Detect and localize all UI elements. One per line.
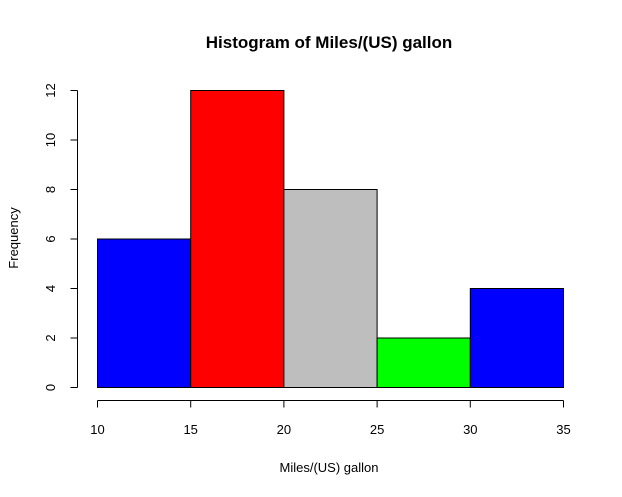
y-axis-label: Frequency (6, 207, 21, 269)
x-tick-label: 15 (183, 422, 197, 437)
y-axis: 0 2 4 6 8 10 12 (43, 83, 78, 391)
y-tick-label: 6 (43, 235, 58, 242)
x-tick-label: 25 (370, 422, 384, 437)
x-axis: 10 15 20 25 30 35 (90, 400, 571, 437)
x-tick-label: 35 (556, 422, 570, 437)
histogram-bar-10-15 (97, 238, 192, 388)
x-tick-label: 20 (277, 422, 291, 437)
histogram-bar-15-20 (190, 90, 285, 388)
y-tick-label: 4 (43, 285, 58, 292)
x-tick-label: 10 (90, 422, 104, 437)
bars-group (97, 90, 564, 388)
histogram-bar-25-30 (376, 337, 471, 388)
x-axis-label: Miles/(US) gallon (280, 460, 379, 475)
x-tick-label: 30 (463, 422, 477, 437)
y-tick-label: 12 (43, 83, 58, 97)
y-tick-label: 0 (43, 384, 58, 391)
y-tick-label: 10 (43, 133, 58, 147)
y-tick-label: 8 (43, 186, 58, 193)
y-tick-label: 2 (43, 334, 58, 341)
chart-title: Histogram of Miles/(US) gallon (206, 33, 453, 52)
histogram-bar-30-35 (469, 288, 564, 388)
histogram-bar-20-25 (283, 189, 378, 388)
